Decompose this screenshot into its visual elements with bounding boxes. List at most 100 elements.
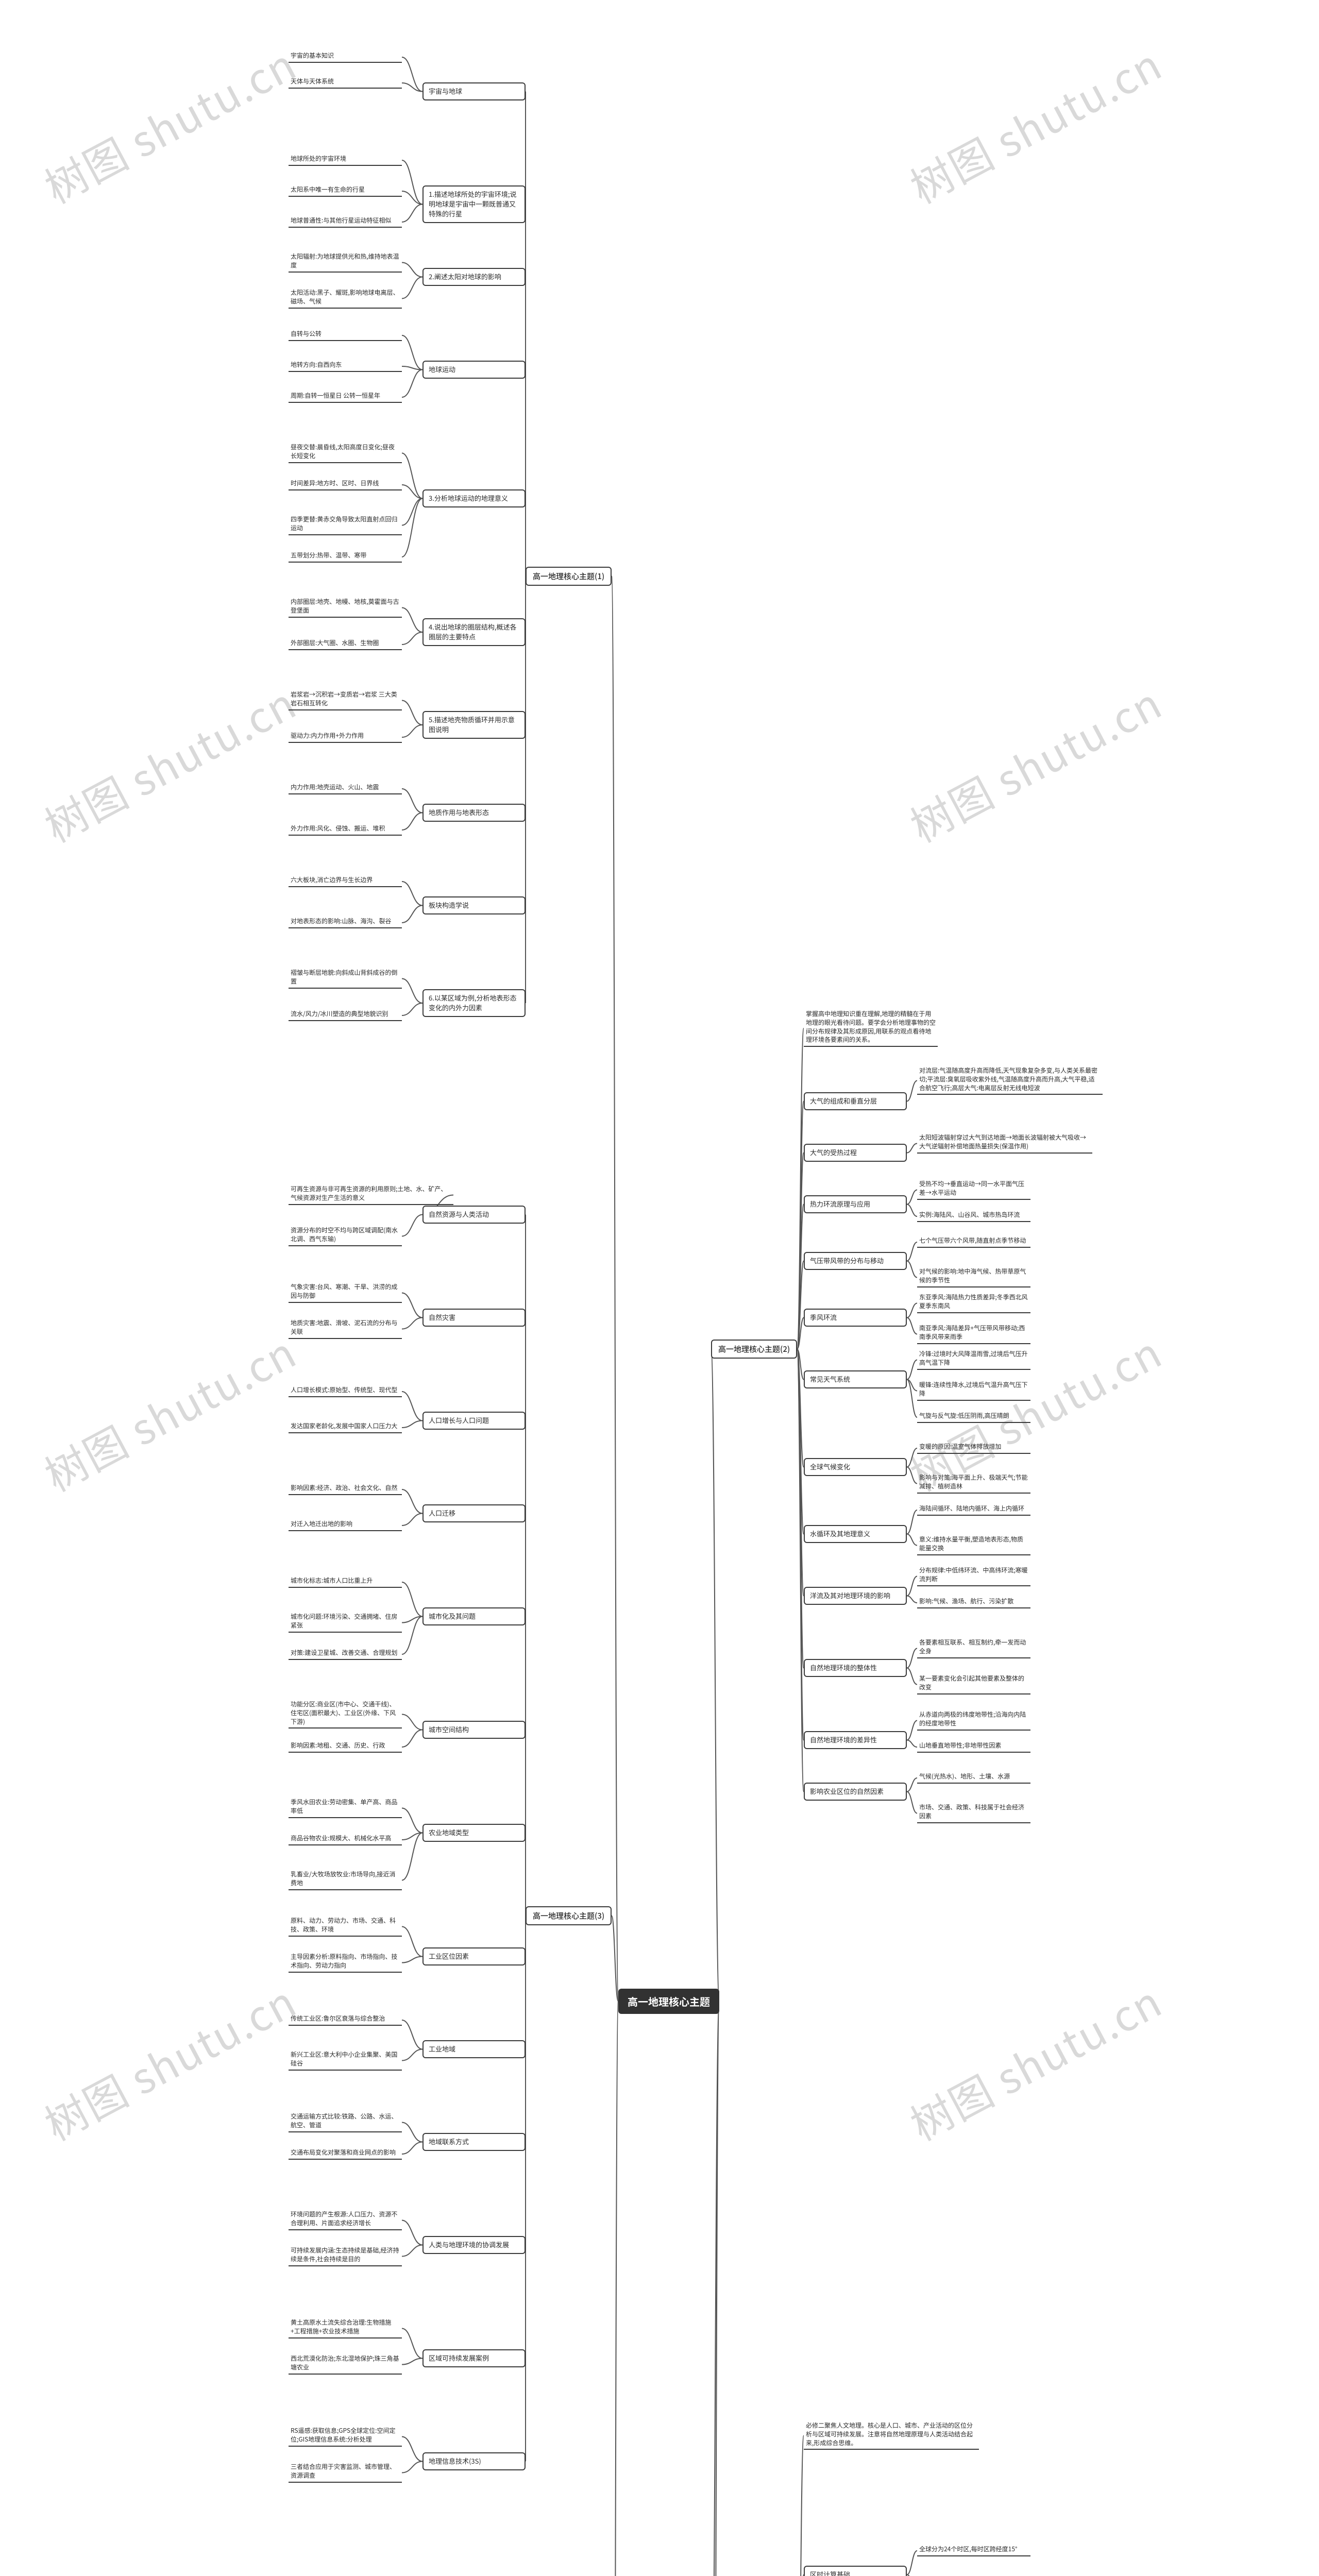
s2-g3-c1: 对气候的影响:地中海气候、热带草原气候的季节性	[917, 1267, 1030, 1287]
s3-g11: 区域可持续发展案例	[422, 2349, 526, 2367]
s2-g2-c1: 实例:海陆风、山谷风、城市热岛环流	[917, 1211, 1030, 1222]
watermark: 树图 shutu.cn	[32, 31, 306, 215]
s3-g11-c0: 黄土高原水土流失综合治理:生物措施+工程措施+农业技术措施	[289, 2318, 402, 2338]
s3-g1: 自然灾害	[422, 1309, 526, 1327]
s3-g0-c0: 可再生资源与非可再生资源的利用原则;土地、水、矿产、气候资源对生产生活的意义	[289, 1185, 453, 1205]
s1-g4-c3: 五带划分:热带、温带、寒带	[289, 551, 402, 563]
s4-g0: 区时计算基础	[804, 2566, 907, 2576]
s2-g6-c0: 变暖的原因:温室气体排放增加	[917, 1443, 1030, 1454]
s2-g9: 自然地理环境的整体性	[804, 1659, 907, 1677]
s2-g6-c1: 影响与对策:海平面上升、极端天气;节能减排、植树造林	[917, 1473, 1030, 1494]
s2-g11: 影响农业区位的自然因素	[804, 1783, 907, 1801]
s2-g9-c0: 各要素相互联系、相互制约,牵一发而动全身	[917, 1638, 1030, 1658]
s2-g1-c0: 太阳短波辐射穿过大气到达地面→地面长波辐射被大气吸收→大气逆辐射补偿地面热量损失…	[917, 1133, 1092, 1154]
s1-g1: 1.描述地球所处的宇宙环境;说明地球是宇宙中一颗既普通又特殊的行星	[422, 185, 526, 223]
s4-preface: 必修二聚焦人文地理。核心是人口、城市、产业活动的区位分析与区域可持续发展。注意将…	[804, 2421, 979, 2450]
s1-g4-c2: 四季更替:黄赤交角导致太阳直射点回归运动	[289, 515, 402, 535]
s2-g7: 水循环及其地理意义	[804, 1525, 907, 1543]
s1-g1-c0: 地球所处的宇宙环境	[289, 155, 402, 166]
s3-g6-c1: 商品谷物农业:规模大、机械化水平高	[289, 1834, 402, 1845]
section-s1: 高一地理核心主题(1)	[526, 567, 612, 586]
s3-g6: 农业地域类型	[422, 1824, 526, 1842]
watermark: 树图 shutu.cn	[32, 670, 306, 854]
s3-g5-c0: 功能分区:商业区(市中心、交通干线)、住宅区(面积最大)、工业区(外缘、下风下游…	[289, 1700, 402, 1728]
s2-g5-c1: 暖锋:连续性降水,过境后气温升高气压下降	[917, 1381, 1030, 1401]
s1-g8-c1: 对地表形态的影响:山脉、海沟、裂谷	[289, 917, 402, 928]
s1-g6-c1: 驱动力:内力作用+外力作用	[289, 732, 402, 743]
s2-g2-c0: 受热不均→垂直运动→同一水平面气压差→水平运动	[917, 1180, 1030, 1200]
s3-g1-c0: 气象灾害:台风、寒潮、干旱、洪涝的成因与防御	[289, 1283, 402, 1303]
s2-g4: 季风环流	[804, 1309, 907, 1327]
s2-g8: 洋流及其对地理环境的影响	[804, 1587, 907, 1605]
edge-layer	[0, 0, 1319, 2576]
s3-g9-c1: 交通布局变化对聚落和商业网点的影响	[289, 2148, 402, 2160]
s1-g9-c1: 流水/风力/冰川塑造的典型地貌识别	[289, 1010, 402, 1021]
s2-g7-c1: 意义:维持水量平衡,塑造地表形态,物质能量交换	[917, 1535, 1030, 1555]
s3-g7-c0: 原料、动力、劳动力、市场、交通、科技、政策、环境	[289, 1917, 402, 1937]
s3-g8-c0: 传统工业区:鲁尔区衰落与综合整治	[289, 2014, 402, 2026]
s1-g1-c1: 太阳系中唯一有生命的行星	[289, 185, 402, 197]
s1-g5-c1: 外部圈层:大气圈、水圈、生物圈	[289, 639, 402, 650]
s2-g4-c1: 南亚季风:海陆差异+气压带风带移动;西南季风带来雨季	[917, 1324, 1030, 1344]
s3-g1-c1: 地质灾害:地震、滑坡、泥石流的分布与关联	[289, 1319, 402, 1339]
watermark: 树图 shutu.cn	[898, 31, 1171, 215]
s1-g4-c1: 时间差异:地方时、区时、日界线	[289, 479, 402, 490]
watermark: 树图 shutu.cn	[898, 670, 1171, 854]
s1-g4: 3.分析地球运动的地理意义	[422, 489, 526, 507]
s3-g6-c0: 季风水田农业:劳动密集、单产高、商品率低	[289, 1798, 402, 1818]
s2-g10-c1: 山地垂直地带性;非地带性因素	[917, 1741, 1030, 1753]
s1-g0-c0: 宇宙的基本知识	[289, 52, 402, 63]
section-s2: 高一地理核心主题(2)	[711, 1340, 797, 1359]
s3-g12-c0: RS遥感:获取信息;GPS全球定位:空间定位;GIS地理信息系统:分析处理	[289, 2427, 402, 2447]
s1-g7-c0: 内力作用:地壳运动、火山、地震	[289, 783, 402, 794]
s3-g5-c1: 影响因素:地租、交通、历史、行政	[289, 1741, 402, 1753]
root-node: 高一地理核心主题	[618, 1989, 719, 2014]
s1-g3-c1: 地转方向:自西向东	[289, 361, 402, 372]
s1-g5: 4.说出地球的圈层结构,概述各圈层的主要特点	[422, 618, 526, 646]
s2-g10: 自然地理环境的差异性	[804, 1731, 907, 1749]
s1-g2-c1: 太阳活动:黑子、耀斑,影响地球电离层、磁场、气候	[289, 289, 402, 309]
s2-g3: 气压带风带的分布与移动	[804, 1252, 907, 1270]
s3-g10-c0: 环境问题的产生根源:人口压力、资源不合理利用、片面追求经济增长	[289, 2210, 402, 2230]
s2-g10-c0: 从赤道向两极的纬度地带性;沿海向内陆的经度地带性	[917, 1710, 1030, 1731]
s2-g0-c0: 对流层:气温随高度升高而降低,天气现象复杂多变,与人类关系最密切;平流层:臭氧层…	[917, 1066, 1103, 1095]
s3-g4-c1: 城市化问题:环境污染、交通拥堵、住房紧张	[289, 1613, 402, 1633]
s3-g4: 城市化及其问题	[422, 1607, 526, 1625]
s3-g3-c0: 影响因素:经济、政治、社会文化、自然	[289, 1484, 402, 1495]
s3-g0-c1: 资源分布的时空不均与跨区域调配(南水北调、西气东输)	[289, 1226, 402, 1246]
s2-preface: 掌握高中地理知识重在理解,地理的精髓在于用地理的眼光看待问题。要学会分析地理事物…	[804, 1010, 938, 1047]
s1-g8: 板块构造学说	[422, 896, 526, 914]
s3-g8: 工业地域	[422, 2040, 526, 2058]
s2-g9-c1: 某一要素变化会引起其他要素及整体的改变	[917, 1674, 1030, 1694]
s1-g2: 2.阐述太阳对地球的影响	[422, 268, 526, 286]
s1-g0-c1: 天体与天体系统	[289, 77, 402, 89]
s2-g5-c2: 气旋与反气旋:低压阴雨,高压晴朗	[917, 1412, 1030, 1423]
s1-g9-c0: 褶皱与断层地貌:向斜成山背斜成谷的倒置	[289, 969, 402, 989]
s1-g2-c0: 太阳辐射:为地球提供光和热,维持地表温度	[289, 252, 402, 273]
s3-g12: 地理信息技术(3S)	[422, 2452, 526, 2470]
s3-g11-c1: 西北荒漠化防治;东北湿地保护;珠三角基塘农业	[289, 2354, 402, 2375]
s3-g4-c0: 城市化标志:城市人口比重上升	[289, 1577, 402, 1588]
section-s3: 高一地理核心主题(3)	[526, 1906, 612, 1925]
s3-g0: 自然资源与人类活动	[422, 1206, 526, 1224]
s3-g7: 工业区位因素	[422, 1947, 526, 1965]
s2-g3-c0: 七个气压带六个风带,随直射点季节移动	[917, 1236, 1030, 1248]
s3-g7-c1: 主导因素分析:原料指向、市场指向、技术指向、劳动力指向	[289, 1953, 402, 1973]
s2-g11-c1: 市场、交通、政策、科技属于社会经济因素	[917, 1803, 1030, 1823]
s1-g1-c2: 地球普通性:与其他行星运动特征相似	[289, 216, 402, 228]
s3-g3-c1: 对迁入地迁出地的影响	[289, 1520, 402, 1531]
s3-g12-c1: 三者结合应用于灾害监测、城市管理、资源调查	[289, 2463, 402, 2483]
s4-g0-c0: 全球分为24个时区,每时区跨经度15°	[917, 2545, 1030, 2556]
s1-g6: 5.描述地壳物质循环并用示意图说明	[422, 711, 526, 739]
s3-g9: 地域联系方式	[422, 2133, 526, 2151]
s2-g7-c0: 海陆间循环、陆地内循环、海上内循环	[917, 1504, 1030, 1516]
s3-g8-c1: 新兴工业区:意大利中小企业集聚、美国硅谷	[289, 2050, 402, 2071]
s2-g4-c0: 东亚季风:海陆热力性质差异;冬季西北风夏季东南风	[917, 1293, 1030, 1313]
s2-g8-c1: 影响:气候、渔场、航行、污染扩散	[917, 1597, 1030, 1608]
s3-g3: 人口迁移	[422, 1504, 526, 1522]
s1-g7-c1: 外力作用:风化、侵蚀、搬运、堆积	[289, 824, 402, 836]
watermark: 树图 shutu.cn	[32, 1969, 306, 2153]
s1-g4-c0: 昼夜交替:晨昏线,太阳高度日变化;昼夜长短变化	[289, 443, 402, 463]
s2-g5-c0: 冷锋:过境时大风降温雨雪,过境后气压升高气温下降	[917, 1350, 1030, 1370]
s1-g3-c2: 周期:自转一恒星日 公转一恒星年	[289, 392, 402, 403]
